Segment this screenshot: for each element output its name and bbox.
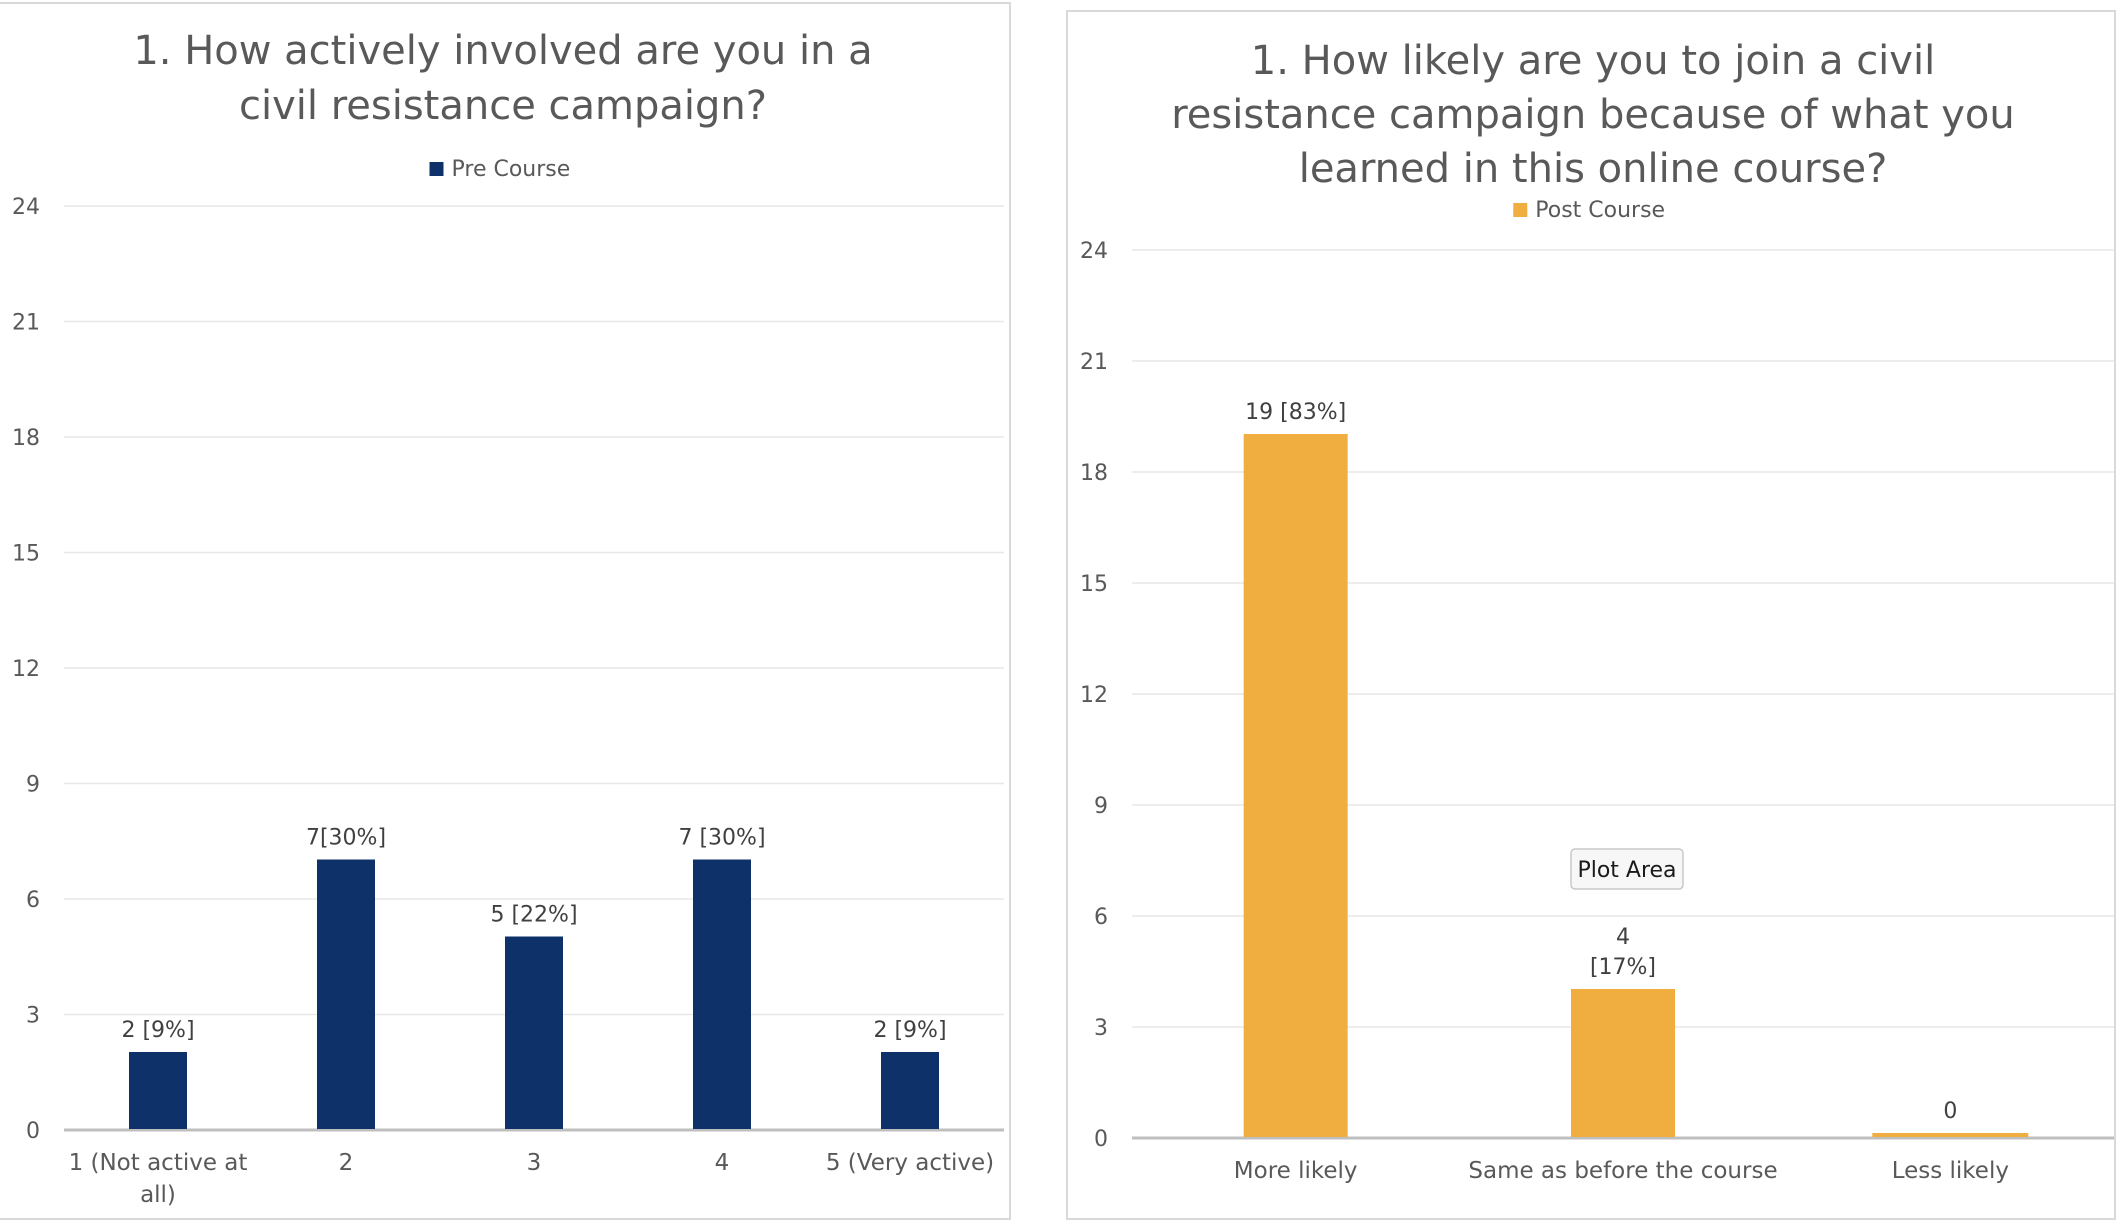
y-tick-label: 21	[1080, 350, 1108, 375]
data-label: 19 [83%]	[1245, 400, 1346, 425]
x-category-label: More likely	[1234, 1158, 1358, 1184]
y-tick-label: 24	[1080, 239, 1108, 264]
bar	[129, 1052, 187, 1129]
legend-swatch	[1513, 203, 1528, 217]
data-label: 5 [22%]	[490, 903, 577, 928]
data-label: 2 [9%]	[121, 1018, 194, 1043]
data-label: 7 [30%]	[678, 826, 765, 851]
chart-title-line: learned in this online course?	[1299, 146, 1888, 192]
x-category-label: 5 (Very active)	[826, 1150, 994, 1176]
y-tick-label: 18	[12, 426, 40, 451]
bar	[505, 936, 563, 1129]
y-tick-label: 15	[12, 542, 40, 567]
y-tick-label: 3	[1094, 1016, 1108, 1041]
data-label: [17%]	[1590, 955, 1656, 980]
y-tick-label: 0	[26, 1119, 40, 1144]
y-tick-label: 21	[12, 311, 40, 336]
y-tick-label: 9	[26, 773, 40, 798]
y-tick-label: 9	[1094, 794, 1108, 819]
plot-area-tooltip	[1570, 848, 1684, 890]
legend-swatch	[429, 162, 444, 176]
y-tick-label: 18	[1080, 461, 1108, 486]
bar	[693, 859, 751, 1129]
y-tick-label: 6	[1094, 905, 1108, 930]
chart-title-line: resistance campaign because of what you	[1171, 92, 2015, 138]
x-category-label: all)	[140, 1182, 176, 1208]
y-tick-label: 12	[1080, 683, 1108, 708]
bar	[1872, 1133, 2029, 1137]
bar	[881, 1052, 939, 1129]
chart-title-line: 1. How likely are you to join a civil	[1251, 38, 1935, 84]
bar	[1571, 989, 1675, 1137]
post-course-chart: 1. How likely are you to join a civil res…	[1080, 38, 2114, 1184]
legend-label: Post Course	[1535, 198, 1665, 223]
data-label: 2 [9%]	[873, 1018, 946, 1043]
chart-title-line: civil resistance campaign?	[239, 83, 767, 129]
x-category-label: Same as before the course	[1468, 1158, 1777, 1184]
chart-panel-post-course[interactable]: 1. How likely are you to join a civil res…	[1066, 10, 2116, 1220]
y-tick-label: 6	[26, 888, 40, 913]
plot-area-tooltip-text: Plot Area	[1577, 858, 1676, 883]
x-category-label: 1 (Not active at	[69, 1150, 248, 1176]
data-label: 4	[1616, 925, 1630, 950]
x-category-label: 3	[527, 1150, 542, 1176]
y-tick-label: 15	[1080, 572, 1108, 597]
x-category-label: Less likely	[1892, 1158, 2009, 1184]
y-tick-label: 12	[12, 657, 40, 682]
x-category-label: 4	[715, 1150, 730, 1176]
y-tick-label: 0	[1094, 1127, 1108, 1152]
legend-label: Pre Course	[452, 157, 571, 182]
bar	[1243, 434, 1348, 1137]
x-category-label: 2	[339, 1150, 354, 1176]
data-label: 7[30%]	[306, 826, 386, 851]
y-tick-label: 3	[26, 1004, 40, 1029]
data-label: 0	[1943, 1099, 1957, 1124]
chart-panel-pre-course[interactable]: 1. How actively involved are you in a civ…	[0, 2, 1011, 1220]
pre-course-chart: 1. How actively involved are you in a civ…	[12, 28, 1004, 1208]
chart-title-line: 1. How actively involved are you in a	[133, 28, 872, 74]
bar	[317, 859, 375, 1129]
y-tick-label: 24	[12, 195, 40, 220]
